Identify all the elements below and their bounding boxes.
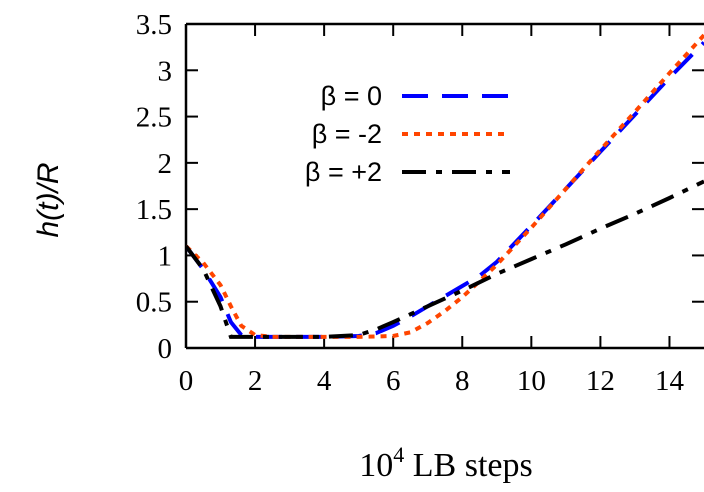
- series-line-1: [186, 33, 704, 339]
- x-axis-label-rest: LB steps: [404, 447, 532, 484]
- x-axis-label-exponent: 4: [393, 442, 404, 467]
- x-tick-label: 12: [586, 365, 615, 397]
- legend: β = 0 β = -2 β = +2: [305, 81, 510, 187]
- y-tick-label: 0: [158, 333, 173, 365]
- y-tick-label: 2.5: [136, 102, 172, 134]
- y-tick-label: 2: [158, 148, 173, 180]
- x-tick-label: 0: [179, 365, 194, 397]
- x-tick-label: 10: [517, 365, 546, 397]
- x-tick-label: 14: [655, 365, 685, 397]
- legend-label-2: β = +2: [305, 157, 382, 187]
- axes: 0 0.5 1 1.5 2 2.5 3 3.5 0 2 4 6 8 10 12 14: [136, 9, 704, 397]
- legend-label-0: β = 0: [321, 81, 382, 111]
- x-tick-label: 6: [386, 365, 401, 397]
- x-axis-label: 104 LB steps: [359, 442, 532, 484]
- x-axis-label-base: 10: [359, 447, 393, 484]
- y-tick-label: 1.5: [136, 194, 172, 226]
- x-tick-label: 2: [248, 365, 263, 397]
- legend-label-1: β = -2: [312, 119, 382, 149]
- y-tick-label: 0.5: [136, 287, 172, 319]
- y-axis-label: h(t)/R: [32, 163, 65, 238]
- x-tick-label: 4: [317, 365, 332, 397]
- y-tick-label: 3.5: [136, 9, 172, 41]
- series-layer: [186, 33, 704, 339]
- y-tick-label: 3: [158, 55, 173, 87]
- series-line-2: [186, 179, 704, 339]
- y-tick-label: 1: [158, 240, 173, 272]
- x-tick-label: 8: [455, 365, 470, 397]
- series-line-0: [186, 41, 704, 339]
